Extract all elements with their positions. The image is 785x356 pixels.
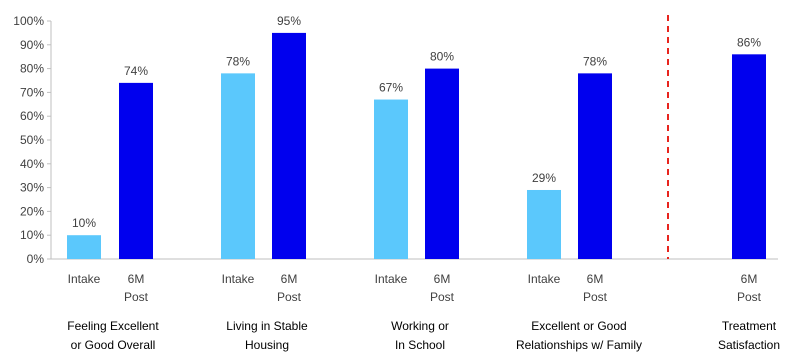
y-tick-label: 100%: [13, 14, 44, 28]
chart-bars: [67, 32, 766, 260]
y-tick-label: 90%: [20, 38, 44, 52]
y-tick-label: 60%: [20, 109, 44, 123]
bar-label: Post: [583, 290, 608, 304]
chart-labels: 10% Intake 74% 6M Post Feeling Excellent or Go…: [67, 14, 780, 352]
y-tick-label: 70%: [20, 85, 44, 99]
group-label: Housing: [245, 338, 289, 352]
data-label: 78%: [226, 54, 250, 68]
y-tick-label: 50%: [20, 133, 44, 147]
bar-post: [425, 68, 459, 259]
data-label: 78%: [583, 54, 607, 68]
bar-label: 6M: [281, 272, 298, 286]
bar-label: 6M: [434, 272, 451, 286]
group-label: In School: [395, 338, 445, 352]
bar-label: Post: [430, 290, 455, 304]
bar-label: Intake: [68, 272, 101, 286]
group-label: Excellent or Good: [531, 319, 626, 333]
bar-intake: [374, 99, 408, 259]
group-label: Feeling Excellent: [67, 319, 159, 333]
data-label: 86%: [737, 35, 761, 49]
chart-axes: 0% 10% 20% 30% 40% 50% 60% 70% 80% 90% 100%: [13, 14, 778, 266]
bar-label: Post: [737, 290, 762, 304]
group-label: Relationships w/ Family: [516, 338, 642, 352]
y-tick-label: 20%: [20, 204, 44, 218]
group-label: Working or: [391, 319, 449, 333]
bar-post: [732, 54, 766, 259]
bar-intake: [67, 235, 101, 259]
group-label: Satisfaction: [718, 338, 780, 352]
bar-post: [578, 73, 612, 259]
bar-label: 6M: [587, 272, 604, 286]
data-label: 74%: [124, 64, 148, 78]
bar-label: Post: [124, 290, 149, 304]
bar-post: [272, 32, 306, 260]
y-tick-label: 40%: [20, 157, 44, 171]
bar-label: 6M: [128, 272, 145, 286]
bar-intake: [527, 189, 561, 259]
data-label: 80%: [430, 50, 454, 64]
y-tick-label: 30%: [20, 181, 44, 195]
y-tick-label: 10%: [20, 228, 44, 242]
y-tick-label: 0%: [27, 252, 45, 266]
bar-label: Intake: [222, 272, 255, 286]
bar-post: [119, 82, 153, 259]
bar-label: Intake: [528, 272, 561, 286]
group-label: Treatment: [722, 319, 777, 333]
bar-label: Post: [277, 290, 302, 304]
y-tick-label: 80%: [20, 62, 44, 76]
data-label: 10%: [72, 216, 96, 230]
bar-label: Intake: [375, 272, 408, 286]
data-label: 67%: [379, 81, 403, 95]
data-label: 95%: [277, 14, 301, 28]
group-label: Living in Stable: [226, 319, 308, 333]
group-label: or Good Overall: [71, 338, 156, 352]
bar-intake: [221, 73, 255, 259]
bar-label: 6M: [741, 272, 758, 286]
data-label: 29%: [532, 171, 556, 185]
